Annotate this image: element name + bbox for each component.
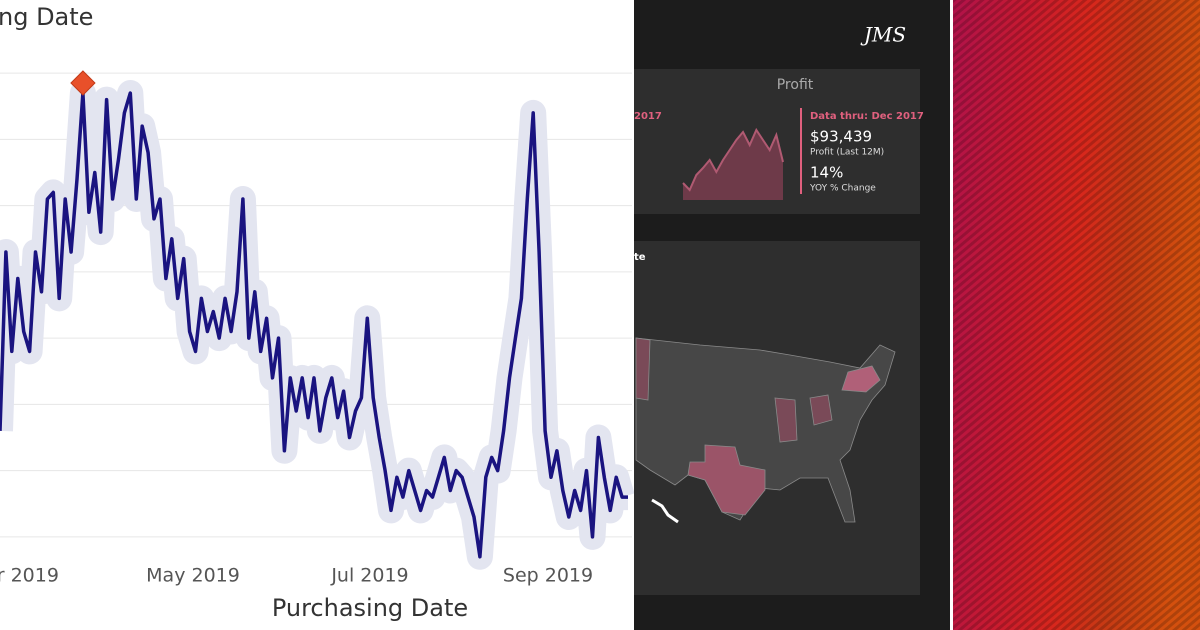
logo: JMS — [860, 23, 906, 47]
us-map — [635, 337, 896, 524]
sparkline-area — [683, 130, 783, 200]
x-axis-label: Purchasing Date — [272, 594, 468, 622]
kpi-label: Profit (Last 12M) — [810, 148, 884, 158]
sparkline — [682, 127, 784, 192]
x-tick-label: Sep 2019 — [503, 565, 593, 587]
chart-title: ng Date — [0, 3, 93, 31]
line-chart: ng Date Purchasing Date ar 2019 May 2019 J… — [0, 3, 636, 622]
x-tick-label: May 2019 — [146, 565, 240, 587]
hawaii — [651, 498, 679, 524]
yoy-value: 14% — [810, 164, 843, 182]
x-tick-label: Jul 2019 — [330, 565, 408, 587]
map-title: te — [634, 252, 646, 263]
state-highlight — [774, 397, 798, 443]
state-highlight — [841, 365, 881, 393]
x-tick-label: ar 2019 — [0, 565, 59, 587]
state-highlight — [809, 394, 833, 426]
yoy-label: YOY % Change — [809, 184, 876, 194]
anomaly-marker — [70, 70, 96, 96]
card-title: Profit — [777, 77, 814, 93]
textile-weave — [953, 0, 1200, 630]
data-thru: Data thru: Dec 2017 — [810, 111, 924, 122]
state-highlight — [635, 337, 651, 401]
state-highlight — [687, 444, 766, 516]
kpi-value: $93,439 — [810, 128, 872, 146]
cut-label: 2017 — [634, 111, 662, 122]
line — [0, 91, 628, 559]
dashboard: JMS Profit 2017 Data thru: Dec 2017 $93,… — [634, 23, 924, 595]
